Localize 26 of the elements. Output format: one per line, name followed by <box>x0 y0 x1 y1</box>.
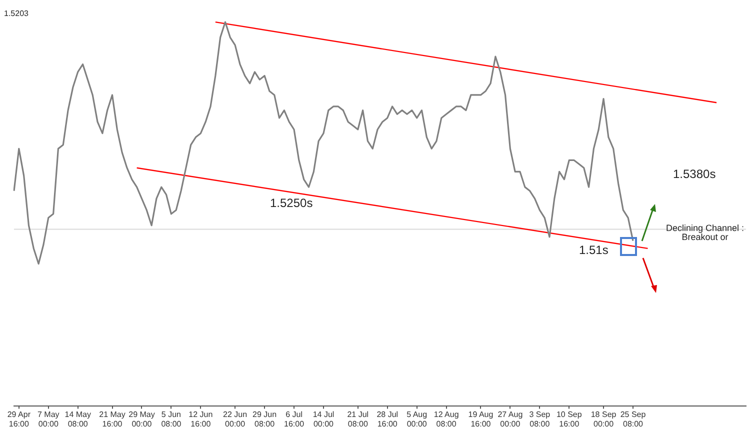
x-tick-label: 25 Sep 08:00 <box>620 410 646 428</box>
x-tick-label: 5 Aug 00:00 <box>406 410 428 428</box>
x-tick-label: 6 Jul 16:00 <box>284 410 305 428</box>
x-tick-label: 27 Aug 00:00 <box>498 410 523 428</box>
annotation: 1.5380s <box>673 167 716 181</box>
x-tick-label: 28 Jul 16:00 <box>376 410 398 428</box>
annotation: Declining Channel : Breakout or <box>664 223 746 243</box>
x-tick-label: 21 May 16:00 <box>99 410 126 428</box>
x-tick-label: 14 Jul 00:00 <box>312 410 334 428</box>
x-tick-label: 14 May 08:00 <box>64 410 91 428</box>
x-tick-label: 7 May 00:00 <box>37 410 60 428</box>
x-tick-label: 18 Sep 00:00 <box>590 410 617 428</box>
annotation: 1.5250s <box>270 196 313 210</box>
x-tick-label: 19 Aug 16:00 <box>468 410 494 428</box>
x-tick-label: 22 Jun 00:00 <box>223 410 248 428</box>
x-tick-label: 29 May 00:00 <box>128 410 155 428</box>
text: 1.5203 <box>4 9 28 18</box>
x-tick-label: 5 Jun 08:00 <box>161 410 182 428</box>
x-tick-label: 29 Apr 16:00 <box>7 410 31 428</box>
x-tick-label: 10 Sep 16:00 <box>556 410 582 428</box>
annotation: 1.51s <box>579 243 608 257</box>
x-tick-label: 12 Jun 16:00 <box>188 410 213 428</box>
x-tick-label: 21 Jul 08:00 <box>347 410 369 428</box>
x-tick-label: 29 Jun 08:00 <box>252 410 277 428</box>
x-tick-label: 3 Sep 08:00 <box>529 410 551 428</box>
x-tick-label: 12 Aug 08:00 <box>434 410 459 428</box>
